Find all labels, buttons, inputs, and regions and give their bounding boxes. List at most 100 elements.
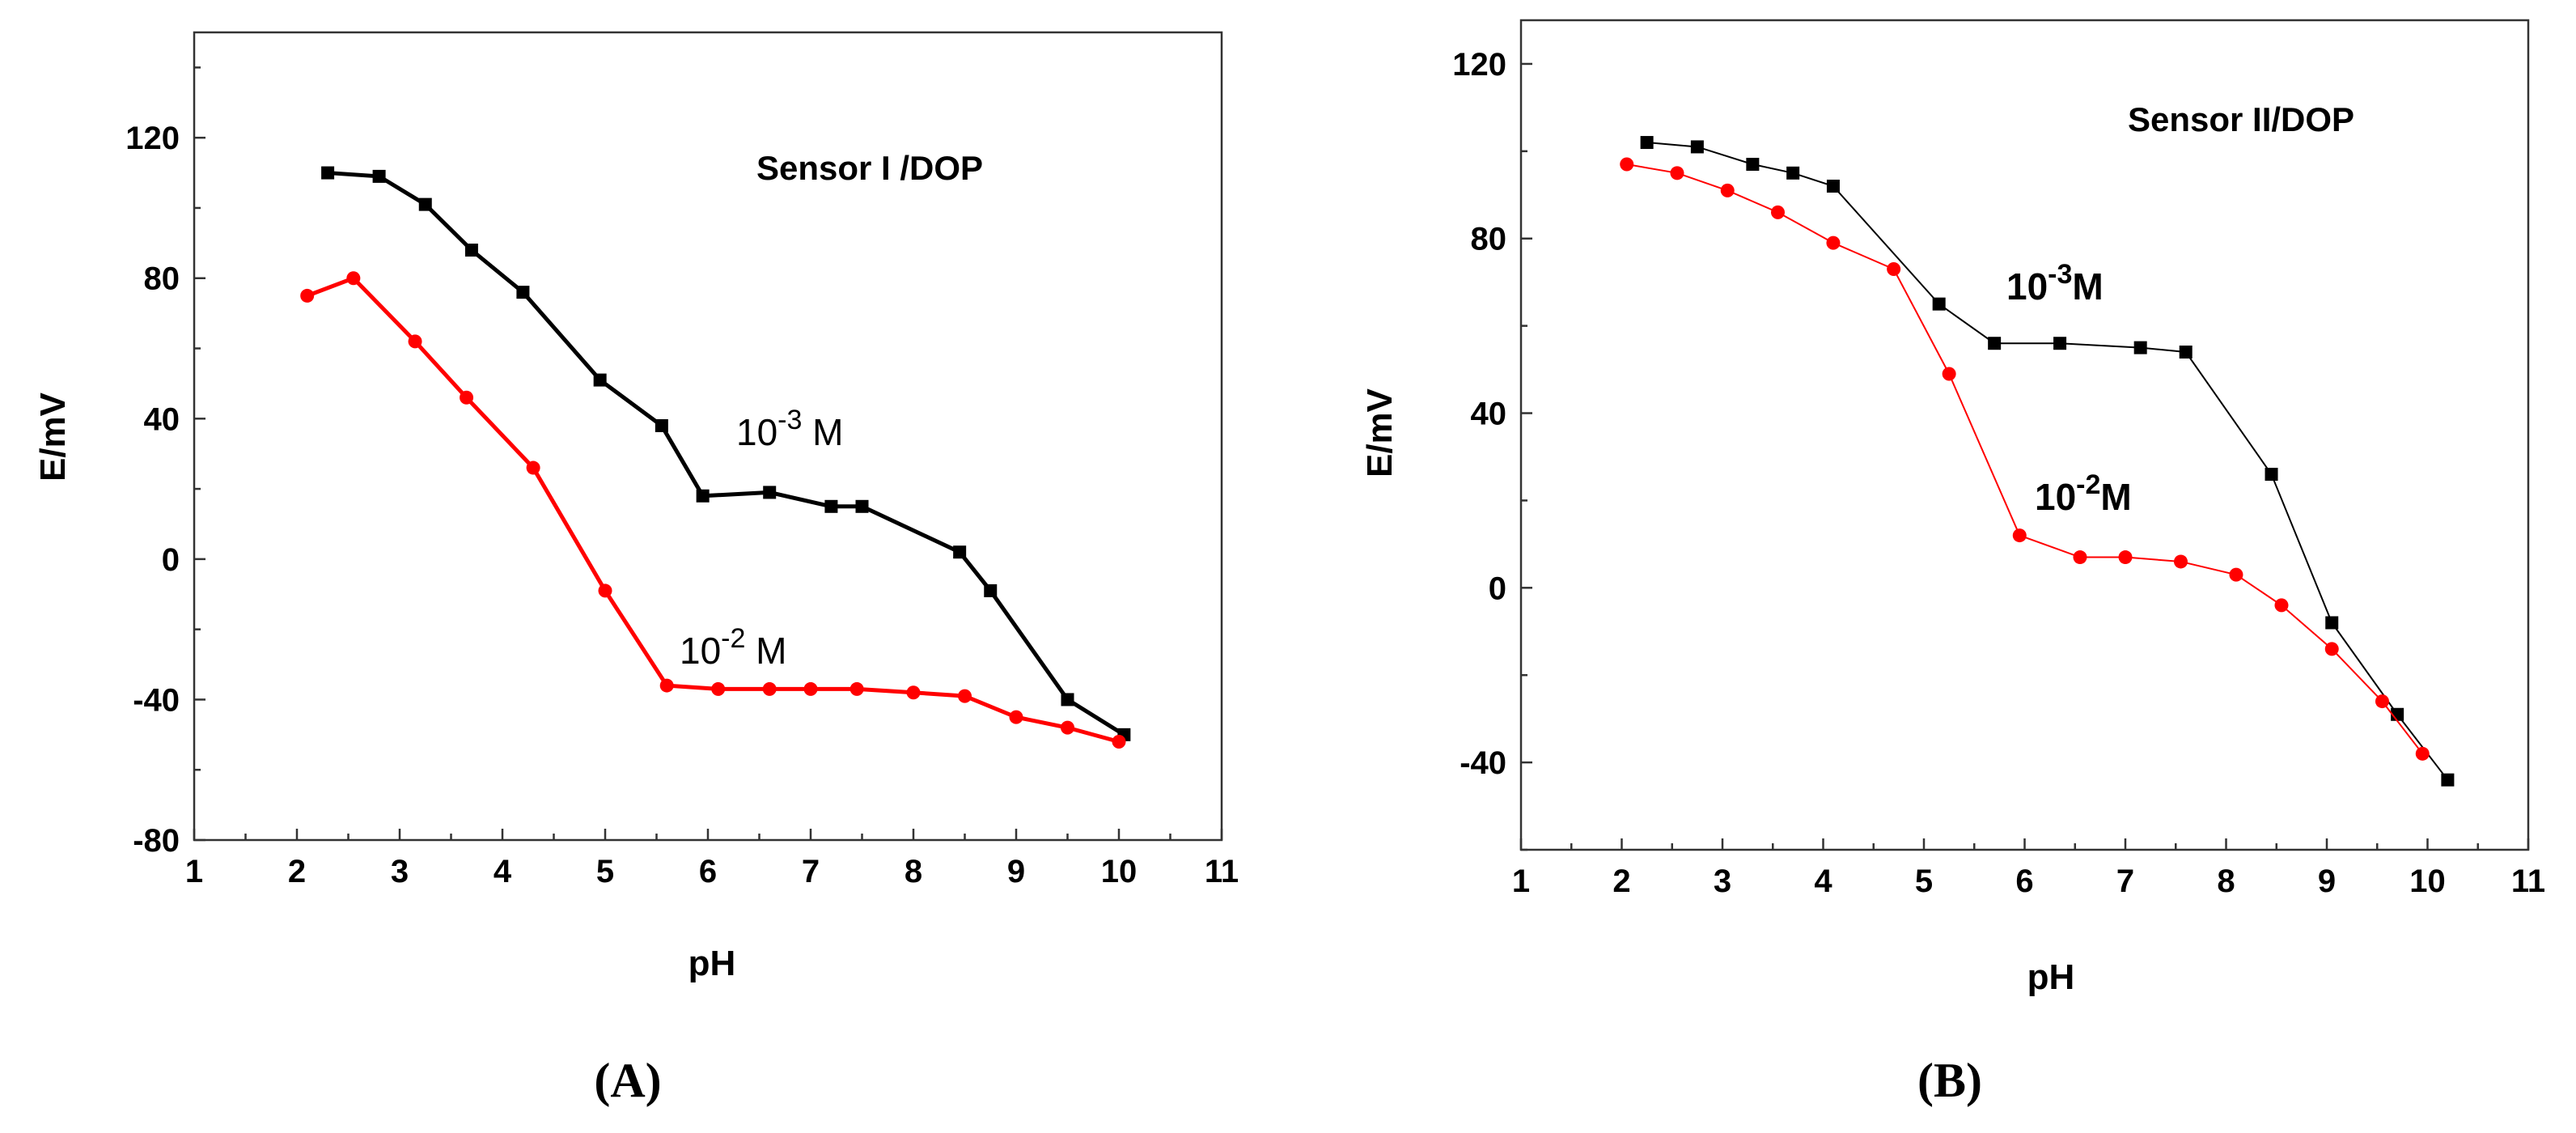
- x-tick-label: 2: [1612, 864, 1630, 899]
- data-point: [849, 681, 864, 696]
- x-tick-label: 11: [2511, 864, 2545, 899]
- y-tick-label: 40: [1471, 397, 1507, 432]
- data-point: [984, 583, 998, 597]
- y-tick-label: 0: [162, 542, 180, 578]
- data-point: [1670, 166, 1684, 180]
- data-point: [598, 583, 612, 598]
- data-point: [2325, 616, 2339, 630]
- chart-title: Sensor I /DOP: [756, 149, 983, 187]
- data-point: [1770, 205, 1785, 219]
- y-tick-label: 80: [144, 261, 180, 297]
- data-point: [1061, 693, 1074, 707]
- data-point: [1942, 367, 1956, 381]
- data-point: [762, 681, 777, 696]
- data-point: [300, 288, 315, 303]
- x-tick-label: 8: [905, 854, 922, 889]
- series-line: [306, 275, 1120, 744]
- data-point: [1988, 337, 2002, 350]
- data-point: [2415, 746, 2430, 761]
- x-tick-label: 7: [2116, 864, 2134, 899]
- data-point: [464, 244, 478, 257]
- data-point: [2173, 554, 2188, 569]
- plot-frame: [193, 31, 1223, 842]
- data-point: [1009, 710, 1023, 724]
- series-ten-minus-2: [1620, 157, 2430, 761]
- data-point: [1640, 136, 1654, 150]
- data-point: [418, 197, 432, 211]
- data-point: [2441, 773, 2455, 787]
- y-tick-label: 40: [144, 401, 180, 437]
- panel-label: (B): [1917, 1054, 1982, 1107]
- y-tick-label: -40: [133, 682, 180, 718]
- data-point: [1061, 720, 1074, 735]
- x-tick-label: 9: [1007, 854, 1025, 889]
- data-point: [1620, 157, 1634, 172]
- series-label: 10-2 M: [680, 623, 787, 672]
- series-label: 10-3 M: [736, 405, 844, 453]
- x-axis-title: pH: [2027, 957, 2075, 997]
- x-tick-label: 1: [1512, 864, 1530, 899]
- data-point: [2179, 346, 2193, 359]
- x-tick-label: 7: [802, 854, 820, 889]
- data-point: [372, 169, 386, 183]
- data-point: [2375, 694, 2389, 709]
- data-point: [593, 373, 607, 387]
- y-tick-label: -40: [1460, 745, 1506, 781]
- data-point: [1746, 158, 1760, 172]
- data-point: [516, 286, 530, 299]
- data-point: [526, 460, 540, 475]
- data-point: [655, 418, 668, 432]
- x-tick-label: 6: [2015, 864, 2033, 899]
- data-point: [803, 681, 818, 696]
- y-tick-label: 120: [125, 121, 180, 156]
- x-tick-label: 8: [2217, 864, 2235, 899]
- data-point: [659, 678, 674, 693]
- data-point: [855, 499, 869, 513]
- data-point: [2133, 341, 2147, 354]
- x-tick-label: 2: [288, 854, 306, 889]
- x-tick-label: 5: [596, 854, 614, 889]
- chart-title: Sensor II/DOP: [2128, 100, 2354, 138]
- x-tick-label: 4: [494, 854, 512, 889]
- data-point: [1112, 735, 1126, 749]
- y-axis-title: E/mV: [33, 392, 73, 482]
- data-point: [346, 271, 361, 286]
- data-point: [763, 486, 777, 499]
- x-axis-title: pH: [688, 944, 736, 983]
- y-tick-label: 0: [1489, 571, 1506, 606]
- data-point: [2324, 642, 2339, 656]
- data-point: [2274, 598, 2289, 613]
- data-point: [958, 689, 972, 703]
- data-point: [2265, 468, 2278, 482]
- data-point: [953, 545, 967, 559]
- series-ten-minus-3: [321, 166, 1131, 741]
- x-tick-label: 3: [391, 854, 409, 889]
- chart-panel-b: 1 2 3 4 5 6 7 8 9 10 11 -40 0 40 80 120 10-3M 10-2M Sensor…: [1360, 19, 2545, 1107]
- series-line: [1646, 142, 2449, 781]
- data-point: [824, 499, 838, 513]
- y-tick-label: 80: [1471, 222, 1507, 257]
- x-tick-label: 6: [699, 854, 717, 889]
- data-point: [906, 685, 921, 700]
- data-point: [2073, 550, 2087, 565]
- x-tick-label: 10: [2409, 864, 2446, 899]
- data-point: [460, 390, 474, 405]
- data-point: [1826, 180, 1840, 193]
- data-point: [696, 489, 710, 503]
- x-tick-label: 5: [1915, 864, 1933, 899]
- x-tick-label: 10: [1101, 854, 1138, 889]
- data-point: [711, 681, 726, 696]
- data-point: [1786, 166, 1800, 180]
- data-point: [1826, 236, 1841, 250]
- series-ten-minus-2: [300, 271, 1126, 749]
- series-label: 10-2M: [2035, 469, 2132, 518]
- data-point: [408, 334, 422, 349]
- data-point: [1887, 262, 1901, 276]
- x-tick-label: 11: [1205, 854, 1239, 889]
- data-point: [2229, 567, 2243, 582]
- data-point: [1690, 140, 1704, 154]
- y-tick-label: 120: [1452, 47, 1506, 83]
- series-label: 10-3M: [2006, 259, 2104, 308]
- panel-label: (A): [594, 1054, 661, 1107]
